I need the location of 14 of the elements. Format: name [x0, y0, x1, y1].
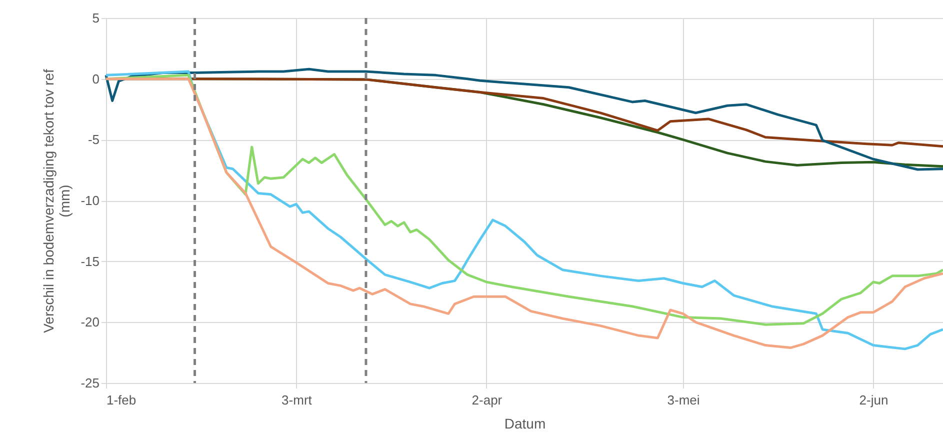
y-tick-label: -20	[80, 314, 100, 330]
y-tick-label: 0	[92, 71, 100, 86]
y-axis-title: Verschil in bodemverzadiging tekort tov ref (mm)	[40, 68, 73, 333]
y-tick-label: -10	[80, 193, 100, 208]
y-tick-label: -5	[88, 132, 100, 148]
x-tick-label: 2-apr	[472, 392, 503, 408]
x-tick-label: 3-mei	[667, 392, 700, 408]
x-axis-title: Datum	[504, 416, 546, 432]
x-tick-label: 3-mrt	[282, 392, 312, 408]
x-tick-label: 1-feb	[106, 392, 136, 408]
y-tick-label: -15	[80, 254, 100, 269]
y-tick-label: -25	[80, 376, 100, 390]
y-tick-label: 5	[92, 10, 100, 26]
x-tick-label: 2-jun	[859, 392, 888, 408]
